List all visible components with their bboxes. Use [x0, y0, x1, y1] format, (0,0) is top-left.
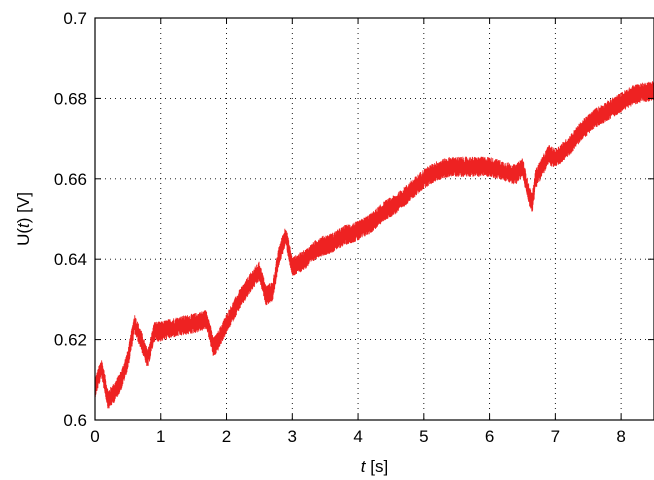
x-tick-label: 6 [485, 427, 494, 446]
y-tick-labels: 0.6 0.62 0.64 0.66 0.68 0.7 [54, 9, 87, 430]
x-tick-label: 0 [90, 427, 99, 446]
y-axis-label-prefix: U( [14, 228, 33, 246]
y-tick-label: 0.68 [54, 89, 87, 108]
x-tick-label: 2 [222, 427, 231, 446]
y-tick-label: 0.64 [54, 250, 87, 269]
y-tick-label: 0.6 [63, 411, 87, 430]
ticks [94, 17, 654, 421]
series-line [94, 81, 654, 409]
x-tick-label: 5 [419, 427, 428, 446]
x-tick-label: 1 [156, 427, 165, 446]
x-tick-label: 7 [551, 427, 560, 446]
y-tick-label: 0.62 [54, 331, 87, 350]
x-axis-label-unit-text: [s] [370, 457, 388, 476]
y-axis-label-var: t [14, 222, 33, 228]
y-tick-label: 0.7 [63, 9, 87, 28]
x-axis-label-var: t [361, 457, 367, 476]
data-series [94, 81, 654, 409]
x-tick-label: 3 [288, 427, 297, 446]
y-axis-label-suffix: ) [V] [14, 192, 33, 223]
grid [95, 18, 654, 420]
x-axis-label: t [s] [361, 457, 388, 476]
y-axis-label: U(t) [V] [14, 192, 33, 246]
plot-frame [94, 17, 654, 421]
y-tick-label: 0.66 [54, 170, 87, 189]
x-tick-labels: 0 1 2 3 4 5 6 7 8 [90, 427, 626, 446]
x-tick-label: 8 [616, 427, 625, 446]
x-tick-label: 4 [353, 427, 362, 446]
